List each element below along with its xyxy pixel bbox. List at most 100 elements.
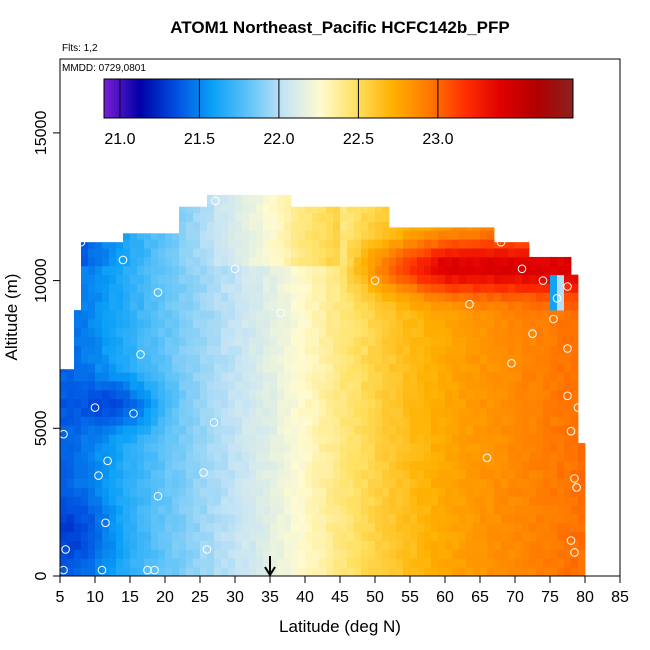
heatmap-cell	[298, 363, 306, 373]
heatmap-cell	[256, 487, 264, 497]
heatmap-cell	[123, 407, 131, 417]
heatmap-cell	[207, 318, 215, 329]
heatmap-cell	[109, 381, 117, 391]
heatmap-cell	[123, 567, 131, 577]
heatmap-cell	[501, 398, 509, 408]
heatmap-cell	[550, 327, 558, 338]
heatmap-cell	[137, 283, 145, 293]
heatmap-cell	[214, 513, 222, 524]
heatmap-cell	[179, 567, 187, 577]
heatmap-cell	[543, 416, 551, 426]
heatmap-cell	[333, 354, 341, 364]
heatmap-cell	[319, 212, 327, 222]
heatmap-cell	[179, 372, 187, 382]
heatmap-cell	[403, 248, 411, 258]
heatmap-cell	[284, 363, 292, 373]
heatmap-cell	[466, 354, 474, 364]
heatmap-cell	[578, 443, 586, 453]
heatmap-cell	[333, 256, 341, 267]
heatmap-cell	[172, 318, 180, 329]
heatmap-cell	[249, 336, 257, 346]
heatmap-cell	[172, 478, 180, 488]
heatmap-cell	[564, 363, 572, 373]
heatmap-cell	[403, 310, 411, 320]
heatmap-cell	[242, 363, 250, 373]
heatmap-cell	[431, 443, 439, 453]
heatmap-cell	[508, 522, 516, 533]
heatmap-cell	[389, 505, 397, 515]
heatmap-cell	[200, 434, 208, 444]
heatmap-cell	[508, 265, 516, 276]
heatmap-cell	[501, 434, 509, 444]
heatmap-cell	[207, 434, 215, 444]
heatmap-cell	[207, 443, 215, 453]
heatmap-cell	[333, 381, 341, 391]
heatmap-cell	[109, 540, 117, 550]
heatmap-cell	[291, 513, 299, 524]
heatmap-cell	[424, 496, 432, 506]
heatmap-cell	[95, 451, 103, 462]
heatmap-cell	[95, 398, 103, 408]
heatmap-cell	[270, 354, 278, 364]
heatmap-cell	[221, 389, 229, 400]
heatmap-cell	[550, 513, 558, 524]
heatmap-cell	[102, 327, 110, 338]
heatmap-cell	[179, 274, 187, 284]
heatmap-cell	[473, 425, 481, 435]
heatmap-cell	[312, 389, 320, 400]
heatmap-cell	[151, 239, 159, 249]
heatmap-cell	[557, 425, 565, 435]
heatmap-cell	[144, 345, 152, 355]
heatmap-cell	[459, 345, 467, 355]
heatmap-cell	[508, 425, 516, 435]
heatmap-cell	[459, 460, 467, 471]
heatmap-cell	[123, 451, 131, 462]
heatmap-cell	[438, 381, 446, 391]
heatmap-cell	[291, 274, 299, 284]
heatmap-cell	[123, 283, 131, 293]
heatmap-cell	[186, 318, 194, 329]
heatmap-cell	[340, 513, 348, 524]
heatmap-cell	[494, 416, 502, 426]
heatmap-cell	[263, 434, 271, 444]
heatmap-cell	[277, 531, 285, 541]
heatmap-cell	[165, 265, 173, 276]
heatmap-cell	[564, 354, 572, 364]
heatmap-cell	[214, 265, 222, 276]
heatmap-cell	[109, 345, 117, 355]
heatmap-cell	[144, 274, 152, 284]
heatmap-cell	[137, 318, 145, 329]
heatmap-cell	[291, 398, 299, 408]
heatmap-cell	[571, 398, 579, 408]
heatmap-cell	[298, 206, 306, 214]
heatmap-cell	[214, 451, 222, 462]
sample-point	[549, 314, 558, 324]
heatmap-cell	[368, 327, 376, 338]
heatmap-cell	[459, 354, 467, 364]
heatmap-cell	[368, 345, 376, 355]
heatmap-cell	[81, 496, 89, 506]
heatmap-cell	[452, 451, 460, 462]
heatmap-cell	[564, 389, 572, 400]
heatmap-cell	[312, 256, 320, 267]
sample-point	[103, 456, 112, 466]
heatmap-cell	[347, 496, 355, 506]
heatmap-cell	[88, 318, 96, 329]
heatmap-cell	[221, 558, 229, 568]
heatmap-cell	[354, 292, 362, 302]
heatmap-cell	[368, 487, 376, 497]
heatmap-cell	[228, 310, 236, 320]
heatmap-cell	[487, 372, 495, 382]
heatmap-cell	[179, 443, 187, 453]
heatmap-cell	[305, 434, 313, 444]
heatmap-cell	[95, 336, 103, 346]
heatmap-cell	[193, 283, 201, 293]
heatmap-cell	[494, 318, 502, 329]
heatmap-cell	[116, 389, 124, 400]
heatmap-cell	[116, 496, 124, 506]
heatmap-cell	[536, 327, 544, 338]
heatmap-cell	[263, 522, 271, 533]
heatmap-cell	[291, 469, 299, 479]
heatmap-cell	[249, 248, 257, 258]
heatmap-cell	[221, 398, 229, 408]
